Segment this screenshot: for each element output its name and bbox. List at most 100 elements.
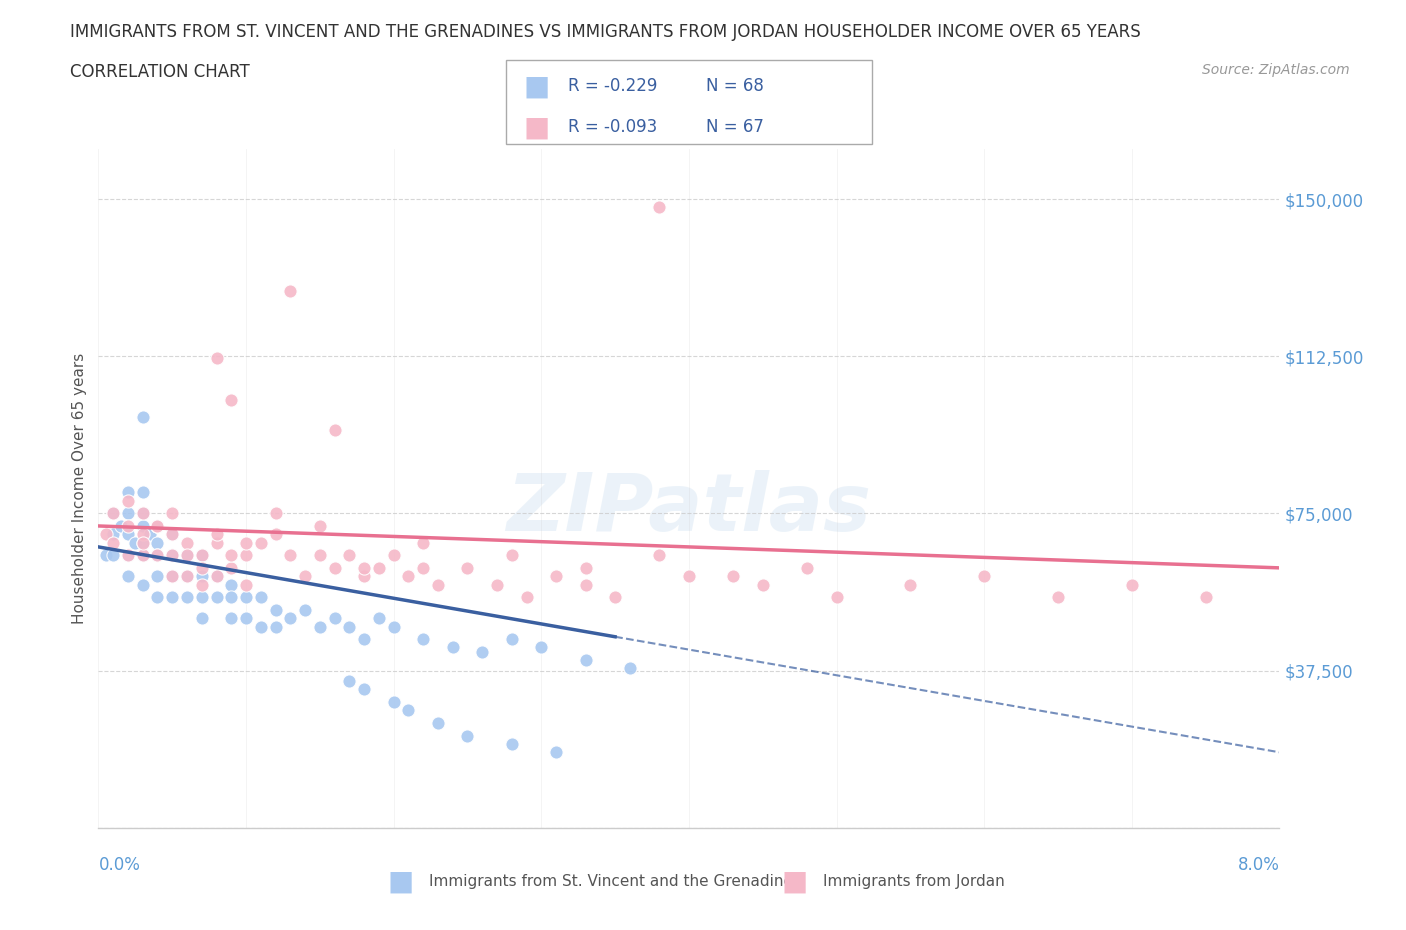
Point xyxy=(353,631,375,646)
Point xyxy=(146,519,169,534)
Point xyxy=(501,548,523,563)
Point xyxy=(94,548,117,563)
Point xyxy=(721,569,744,584)
Point xyxy=(337,619,360,634)
Point xyxy=(751,578,773,592)
Point xyxy=(648,548,671,563)
Point xyxy=(205,536,228,551)
Point xyxy=(132,578,155,592)
Point xyxy=(103,506,124,521)
Point xyxy=(117,485,139,500)
Point xyxy=(132,527,155,542)
Point xyxy=(485,578,508,592)
Point xyxy=(219,590,242,604)
Point xyxy=(574,578,596,592)
Point xyxy=(162,548,183,563)
Point xyxy=(294,603,316,618)
Point xyxy=(678,569,700,584)
Point xyxy=(530,640,553,655)
Point xyxy=(323,561,346,576)
Point xyxy=(308,619,332,634)
Point xyxy=(205,527,228,542)
Point xyxy=(110,519,132,534)
Text: ■: ■ xyxy=(523,73,550,100)
Point xyxy=(162,548,183,563)
Point xyxy=(117,527,139,542)
Point xyxy=(501,737,523,751)
Text: N = 67: N = 67 xyxy=(706,118,763,137)
Point xyxy=(176,569,198,584)
Point xyxy=(117,569,139,584)
Point xyxy=(1194,590,1216,604)
Point xyxy=(117,494,139,509)
Point xyxy=(205,590,228,604)
Point xyxy=(235,578,257,592)
Point xyxy=(574,561,596,576)
Point xyxy=(515,590,537,604)
Point xyxy=(94,527,117,542)
Point xyxy=(278,611,301,626)
Point xyxy=(367,561,389,576)
Point xyxy=(146,519,169,534)
Point xyxy=(337,673,360,688)
Point xyxy=(441,640,464,655)
Point xyxy=(471,644,494,659)
Point xyxy=(456,728,478,743)
Point xyxy=(205,569,228,584)
Point xyxy=(396,703,419,718)
Point xyxy=(605,590,627,604)
Point xyxy=(353,569,375,584)
Point xyxy=(501,631,523,646)
Point xyxy=(176,548,198,563)
Point xyxy=(308,519,332,534)
Point xyxy=(162,527,183,542)
Point xyxy=(117,506,139,521)
Point xyxy=(973,569,995,584)
Point xyxy=(103,536,124,551)
Point xyxy=(250,536,273,551)
Point xyxy=(191,611,214,626)
Point xyxy=(162,506,183,521)
Point xyxy=(574,653,596,668)
Point xyxy=(191,548,214,563)
Point xyxy=(353,561,375,576)
Point xyxy=(162,527,183,542)
Point xyxy=(176,590,198,604)
Point xyxy=(308,548,332,563)
Point xyxy=(176,536,198,551)
Text: 0.0%: 0.0% xyxy=(98,856,141,873)
Point xyxy=(162,590,183,604)
Point xyxy=(219,548,242,563)
Point xyxy=(426,578,449,592)
Point xyxy=(103,548,124,563)
Text: Source: ZipAtlas.com: Source: ZipAtlas.com xyxy=(1202,63,1350,77)
Text: R = -0.229: R = -0.229 xyxy=(568,77,658,96)
Point xyxy=(323,422,346,437)
Point xyxy=(146,536,169,551)
Point xyxy=(337,548,360,563)
Point xyxy=(382,548,405,563)
Text: ■: ■ xyxy=(388,868,413,896)
Point xyxy=(132,506,155,521)
Point xyxy=(250,590,273,604)
Text: Immigrants from St. Vincent and the Grenadines: Immigrants from St. Vincent and the Gren… xyxy=(429,874,801,889)
Point xyxy=(162,569,183,584)
Text: ■: ■ xyxy=(782,868,807,896)
Point xyxy=(250,619,273,634)
Point xyxy=(117,548,139,563)
Point xyxy=(235,611,257,626)
Point xyxy=(264,506,287,521)
Point xyxy=(235,536,257,551)
Point xyxy=(146,519,169,534)
Point xyxy=(278,548,301,563)
Point xyxy=(132,536,155,551)
Point xyxy=(382,619,405,634)
Point xyxy=(191,590,214,604)
Point xyxy=(294,569,316,584)
Point xyxy=(191,548,214,563)
Point xyxy=(264,619,287,634)
Point xyxy=(426,715,449,730)
Point xyxy=(132,548,155,563)
Point xyxy=(412,536,434,551)
Point xyxy=(117,519,139,534)
